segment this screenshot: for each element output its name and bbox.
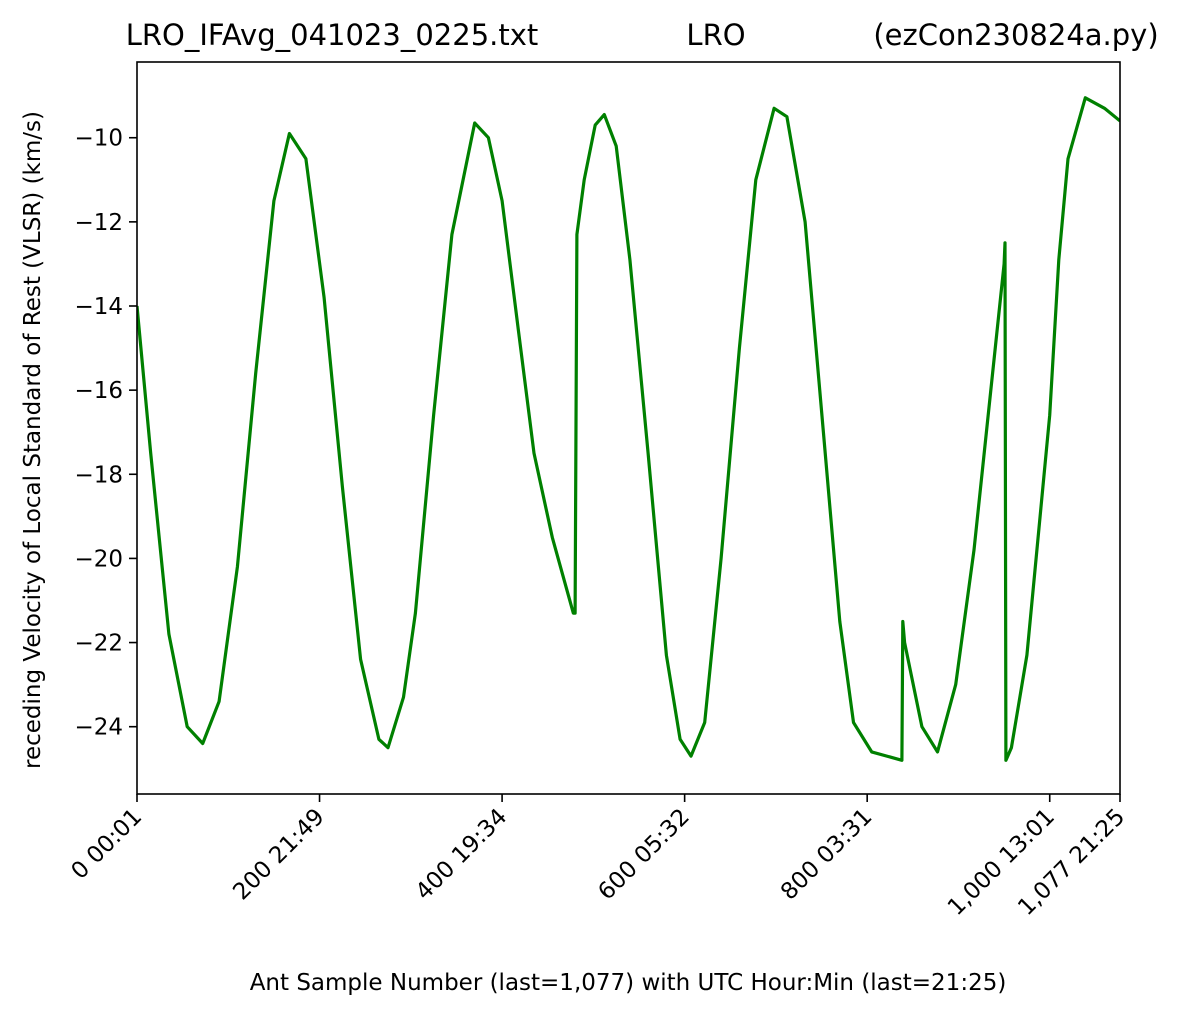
y-tick-label: −20: [74, 546, 123, 572]
y-axis-ticks: −10 −12 −14 −16 −18 −20 −22 −24: [74, 126, 137, 741]
plot-frame: [136, 61, 1121, 795]
y-tick-label: −18: [74, 462, 123, 488]
series-layer: [137, 96, 1120, 762]
y-tick-label: −16: [74, 378, 123, 404]
series-line-0: [137, 96, 1120, 762]
y-tick-label: −22: [74, 631, 123, 657]
chart-title-right: (ezCon230824a.py): [873, 18, 1158, 52]
y-axis-label: receding Velocity of Local Standard of R…: [20, 111, 46, 769]
chart-title-left: LRO_IFAvg_041023_0225.txt: [126, 18, 539, 52]
y-tick-label: −12: [74, 210, 123, 236]
y-tick-label: −24: [74, 715, 123, 741]
x-axis-label: Ant Sample Number (last=1,077) with UTC …: [250, 970, 1007, 996]
y-tick-label: −14: [74, 294, 123, 320]
chart-title-center: LRO: [686, 18, 745, 52]
y-tick-label: −10: [74, 126, 123, 152]
